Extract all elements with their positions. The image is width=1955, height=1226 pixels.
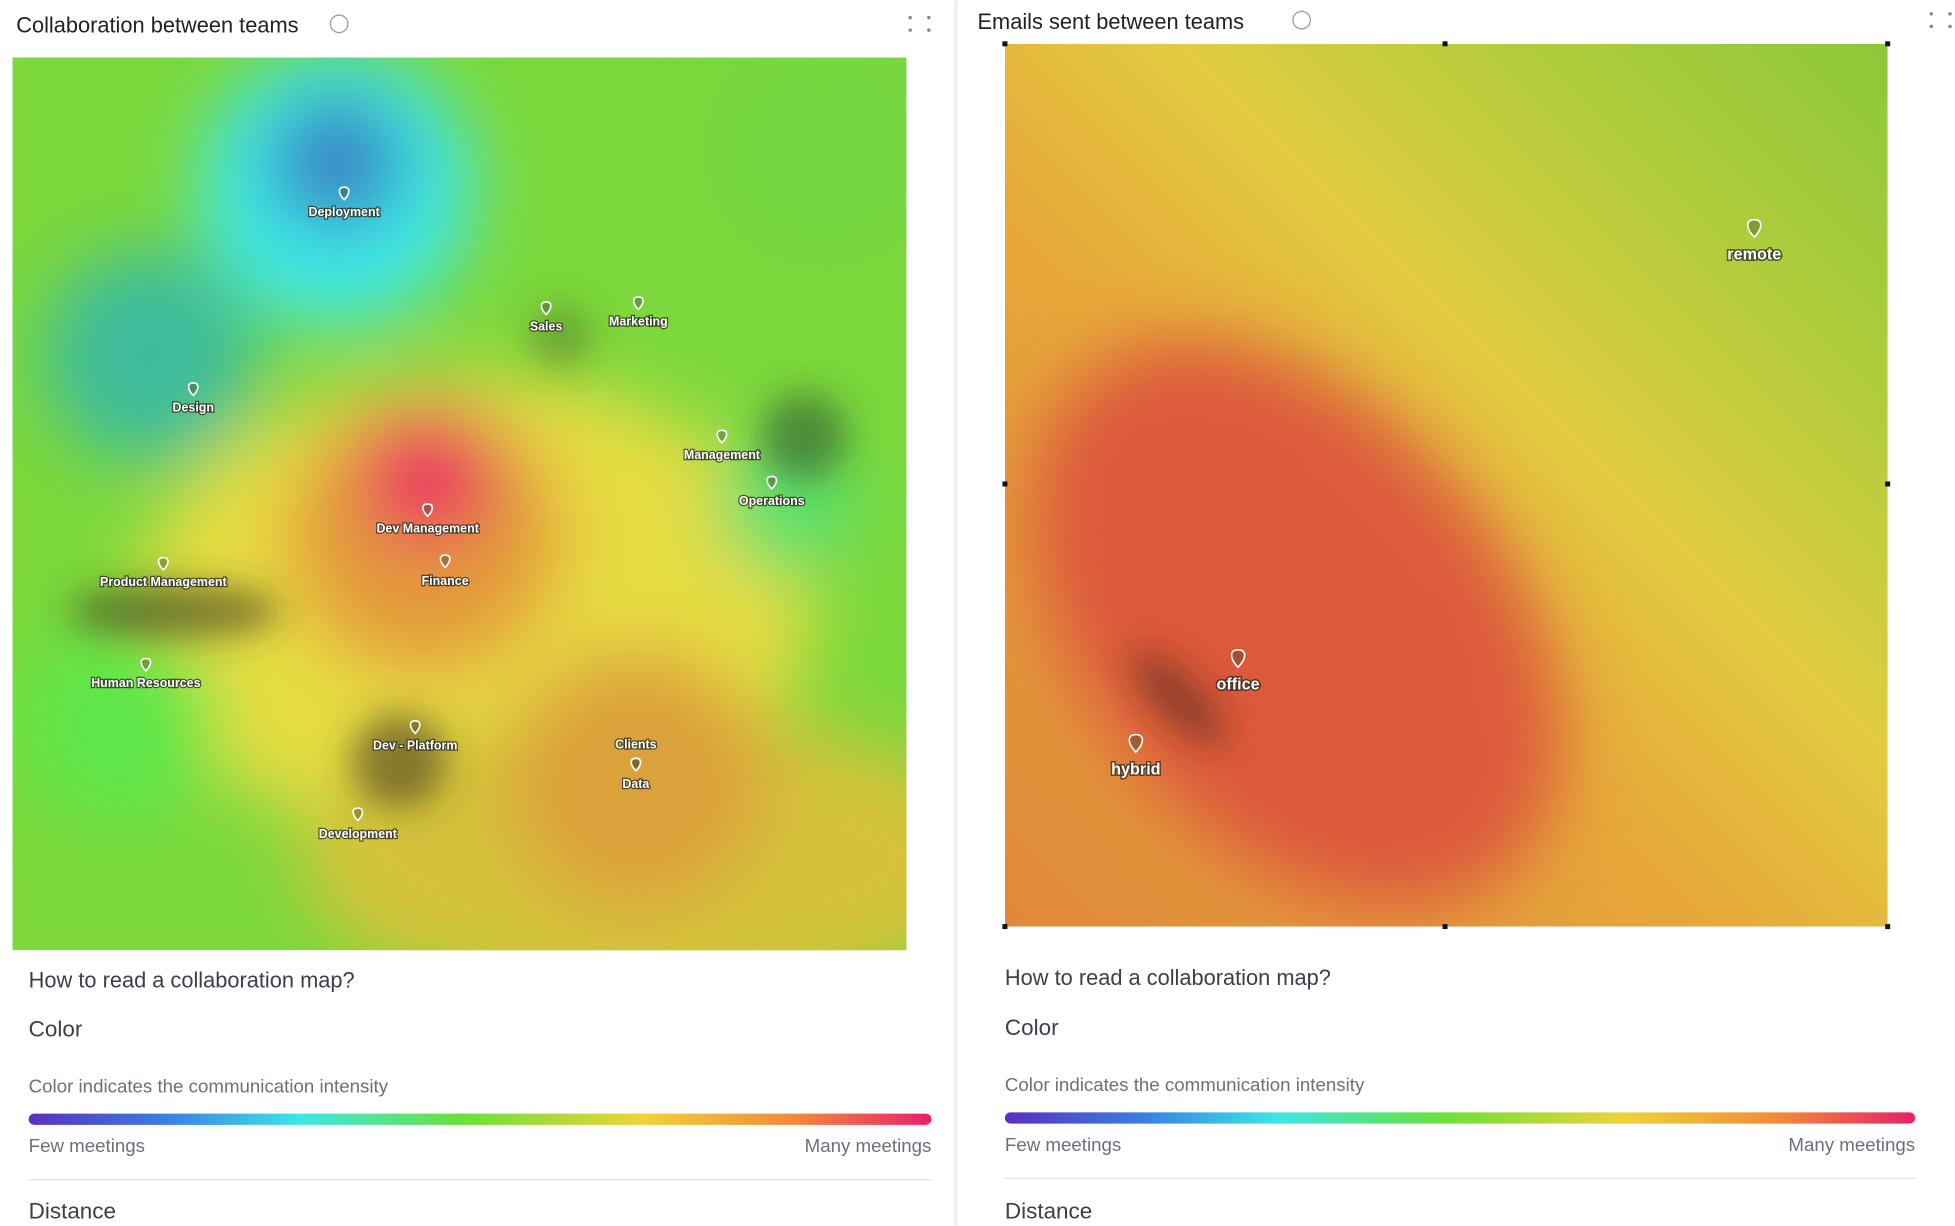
- map-node[interactable]: Finance: [420, 554, 470, 589]
- node-pin: [630, 757, 642, 772]
- map-node[interactable]: Development: [317, 807, 398, 842]
- section-title: Color: [1005, 1015, 1059, 1040]
- node-pin: [1230, 648, 1246, 669]
- map-node[interactable]: Data: [621, 757, 651, 792]
- section-title: Distance: [1005, 1198, 1092, 1223]
- drag-handle[interactable]: [1929, 12, 1952, 29]
- node-pin: [140, 657, 152, 673]
- color-scale: [28, 1113, 932, 1125]
- description: Color indicates the communication intens…: [29, 1075, 389, 1096]
- node-pin: [632, 296, 644, 311]
- drag-handle[interactable]: [908, 15, 931, 32]
- node-label: Data: [622, 777, 649, 791]
- node-pin: [338, 186, 350, 201]
- heatmap: [12, 57, 907, 951]
- info-icon[interactable]: [1292, 10, 1312, 30]
- node-label: Sales: [530, 320, 563, 334]
- node-pin: [409, 720, 421, 735]
- help-heading: How to read a collaboration map?: [29, 968, 355, 993]
- node-pin: [422, 503, 434, 518]
- map-node[interactable]: Design: [171, 382, 215, 416]
- scale-high: Many meetings: [1788, 1134, 1915, 1155]
- node-label: Design: [172, 401, 214, 415]
- node-pin: [1128, 733, 1144, 754]
- help-heading: How to read a collaboration map?: [1005, 965, 1331, 990]
- node-label: Human Resources: [91, 676, 200, 690]
- heatmap: [1004, 43, 1888, 927]
- legend: How to read a collaboration map? Color C…: [28, 968, 932, 1223]
- divider: [953, 0, 958, 1226]
- panel: Emails sent between teams How to read a …: [978, 9, 1952, 1223]
- node-label: Deployment: [308, 205, 379, 219]
- scale-low: Few meetings: [29, 1135, 145, 1156]
- node-label: Operations: [739, 494, 805, 508]
- node-pin: [1746, 218, 1762, 239]
- node-label: Finance: [422, 574, 469, 588]
- section-title: Color: [29, 1016, 83, 1041]
- map-node[interactable]: Deployment: [307, 186, 381, 220]
- node-pin: [540, 301, 552, 316]
- map-node[interactable]: Marketing: [608, 296, 669, 330]
- node-pin: [187, 382, 199, 397]
- node-label: Management: [684, 448, 760, 462]
- node-label: Dev Management: [376, 522, 478, 536]
- map-node[interactable]: Operations: [738, 475, 806, 509]
- map-node[interactable]: Dev - Platform: [372, 720, 459, 754]
- description: Color indicates the communication intens…: [1005, 1074, 1365, 1095]
- map-node[interactable]: office: [1215, 648, 1261, 695]
- legend: How to read a collaboration map? Color C…: [1004, 965, 1916, 1223]
- node-label: Dev - Platform: [373, 739, 457, 753]
- scale-low: Few meetings: [1005, 1134, 1121, 1155]
- node-label: office: [1216, 676, 1259, 694]
- map-node[interactable]: Product Management: [99, 556, 228, 590]
- node-label: Marketing: [609, 315, 668, 329]
- scale-high: Many meetings: [805, 1135, 932, 1156]
- map-node[interactable]: Sales: [529, 301, 564, 335]
- node-pin: [352, 807, 364, 822]
- map-node[interactable]: Human Resources: [90, 657, 202, 691]
- info-icon[interactable]: [329, 14, 349, 34]
- section-title: Distance: [29, 1198, 116, 1223]
- node-pin: [716, 429, 728, 444]
- map-node[interactable]: hybrid: [1110, 733, 1162, 780]
- map-node[interactable]: Dev Management: [375, 503, 480, 537]
- resize-handles[interactable]: [1002, 41, 1891, 930]
- map-node[interactable]: Management: [683, 429, 761, 463]
- panel-title: Emails sent between teams: [978, 9, 1245, 34]
- node-layer: Deployment Sales Marketing Design Management…: [90, 186, 1783, 842]
- node-label: remote: [1727, 246, 1781, 264]
- panel-title: Collaboration between teams: [16, 13, 298, 38]
- node-label: hybrid: [1111, 760, 1160, 778]
- node-label: Clients: [615, 737, 657, 751]
- node-pin: [766, 475, 778, 491]
- node-label: Product Management: [100, 575, 227, 589]
- color-scale: [1004, 1112, 1916, 1124]
- node-label: Development: [319, 827, 397, 841]
- panel: Collaboration between teams: [12, 13, 932, 1223]
- node-pin: [157, 556, 169, 572]
- node-pin: [439, 554, 451, 569]
- map-node[interactable]: remote: [1726, 218, 1783, 265]
